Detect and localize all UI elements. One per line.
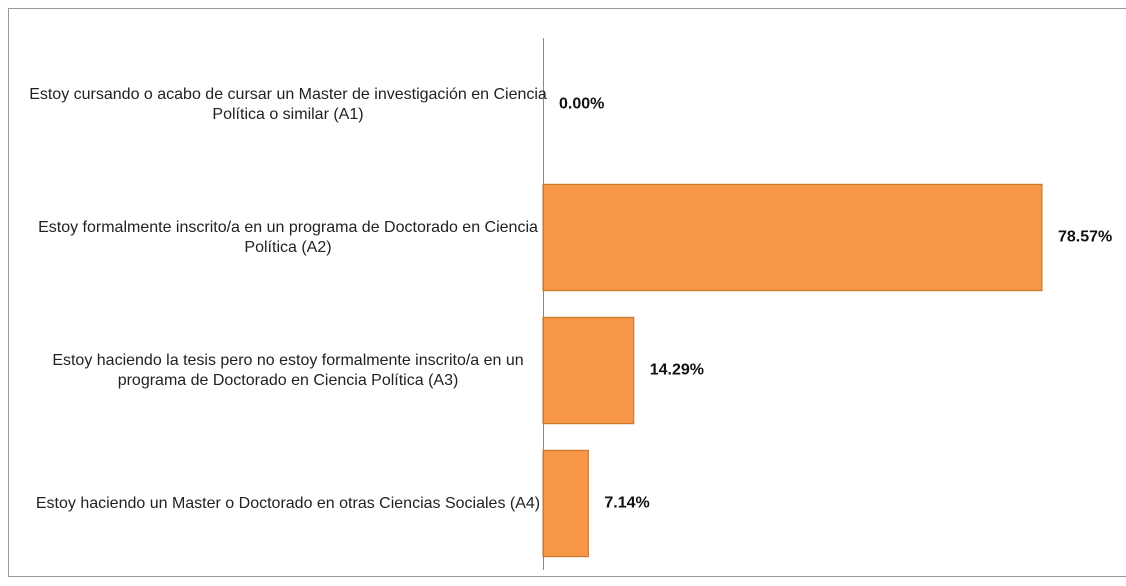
data-label: 0.00%: [559, 96, 604, 113]
frame: [8, 8, 1126, 577]
category-label: Estoy cursando o acabo de cursar un Mast…: [29, 85, 547, 123]
data-label: 7.14%: [604, 495, 649, 512]
bar: [542, 316, 635, 425]
category-label: Estoy haciendo la tesis pero no estoy fo…: [52, 351, 524, 389]
data-label: 14.29%: [650, 362, 704, 379]
data-label: 78.57%: [1058, 229, 1112, 246]
bar: [542, 183, 1043, 292]
bar: [542, 449, 589, 558]
category-label: Estoy formalmente inscrito/a en un progr…: [38, 218, 538, 256]
category-label: Estoy haciendo un Master o Doctorado en …: [35, 494, 541, 512]
